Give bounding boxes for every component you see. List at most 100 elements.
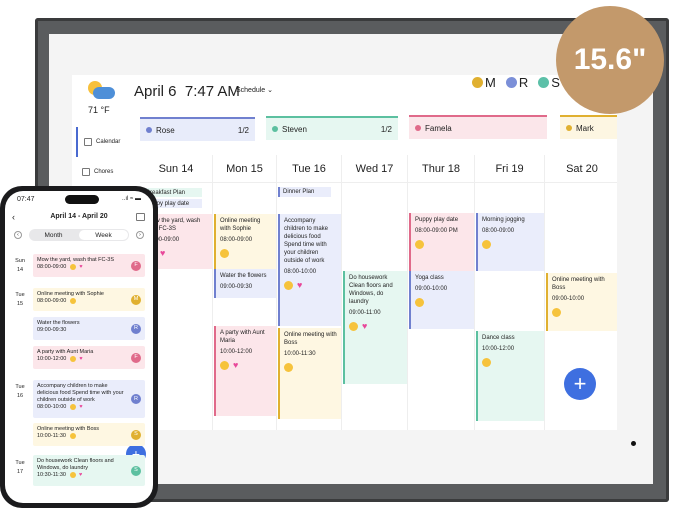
prev-week-button[interactable]: ‹ [14,231,22,239]
day-column [342,183,408,430]
avatar: F [131,260,141,271]
phone-event[interactable]: Online meeting with Boss 10:00-11:30 S [33,423,145,446]
event-icons [482,353,540,368]
current-datetime: April 6 7:47 AM [134,83,240,100]
member-card[interactable]: Steven 1/2 [266,116,398,140]
emoji-face-icon [482,239,491,250]
avatar: R [131,323,141,334]
event-title: Mow the yard, wash that FC-3S [147,218,201,232]
next-week-button[interactable]: › [136,231,144,239]
event-card[interactable]: Do housework Clean floors and Windows, d… [343,271,407,384]
event-card[interactable]: Yoga class 09:00-10:00 [409,271,474,329]
phone-event[interactable]: Water the flowers 09:00-09:30 R [33,317,145,340]
legend-item: S [538,75,560,90]
current-date: April 6 [134,83,177,100]
phone-event-title: Online meeting with Sophie [37,291,104,297]
event-card[interactable]: Online meeting with Boss 09:00-10:00 [546,273,617,331]
heart-icon: ♥ [233,360,239,370]
event-title: Dinner Plan [283,189,315,195]
phone-event[interactable]: Accompany children to make delicious foo… [33,380,145,418]
phone-event-title: Accompany children to make delicious foo… [37,383,124,403]
day-header: Mon 15 [213,155,277,183]
event-card[interactable]: Online meeting with Sophie 08:00-09:00 [214,214,276,269]
event-card[interactable]: Morning jogging 08:00-09:00 [476,213,544,271]
screen-size-badge: 15.6" [556,6,664,114]
camera-dot [631,441,636,446]
sidebar-item-label: Chores [94,169,114,175]
emoji-face-icon [482,357,491,368]
event-icons [415,293,470,308]
event-card[interactable]: Dinner Plan [278,187,331,197]
emoji-face-icon [415,297,424,308]
heart-icon: ♥ [79,264,83,271]
heart-icon: ♥ [79,356,83,363]
member-card[interactable]: Mark [560,115,617,139]
event-time: 08:00-09:00 [482,228,515,234]
event-title: Puppy play date [146,201,190,207]
sidebar-item-chores[interactable]: Chores [76,165,113,179]
phone-day-label: Tue 17 [15,460,25,475]
calendar-screen: 71 °F Calendar Chores April 6 7:47 AM Sc… [72,75,617,430]
event-icons [552,303,615,318]
heart-icon: ♥ [160,248,166,258]
heart-icon: ♥ [362,321,368,331]
back-icon[interactable]: ‹ [12,212,15,222]
event-time: 10:00-12:00 [220,349,253,355]
time-text: 08:00-10:00 [37,404,67,411]
event-title: Puppy play date [415,217,459,223]
member-card[interactable]: Famela [409,115,547,139]
view-dropdown[interactable]: Schedule ⌄ [236,86,273,94]
event-time: 09:00-11:00 [349,310,381,316]
tab-month[interactable]: Month [44,231,63,239]
phone-event-title: Online meeting with Boss [37,426,100,432]
time-text: 09:00-09:30 [37,327,67,333]
avatar: F [131,352,141,363]
event-time: 09:00-10:00 [552,296,585,302]
phone-event-time: 08:00-10:00 ♥ [37,404,141,411]
event-card[interactable]: Water the flowers 09:00-09:30 [214,269,276,298]
heart-icon: ♥ [78,472,83,479]
event-card[interactable]: A party with Aunt Maria 10:00-12:00 ♥ [214,326,276,416]
day-header: Tue 16 [277,155,342,183]
tab-week[interactable]: Week [79,230,128,240]
member-dot [415,125,421,131]
legend-dot [538,77,550,88]
phone-day-label: Tue 16 [15,384,25,399]
phone-day-label: Tue 15 [15,292,25,307]
calendar-icon[interactable] [136,213,145,221]
avatar: M [131,294,141,305]
event-title: Yoga class [415,275,444,281]
phone-event[interactable]: Online meeting with Sophie 08:00-09:00 M [33,288,145,311]
member-name: Famela [425,123,452,133]
event-title: Morning jogging [482,217,525,223]
event-card[interactable]: Online meeting with Boss 10:00-11:30 [278,328,341,419]
event-time: 08:00-09:00 [220,237,253,243]
emoji-face-icon [69,472,76,478]
phone-event[interactable]: Mow the yard, wash that FC-3S 08:00-09:00… [33,254,145,277]
chores-icon [82,168,90,176]
member-card[interactable]: Rose 1/2 [140,117,255,141]
phone-day-label: Sun 14 [15,258,25,273]
event-icons: ♥ [349,317,403,332]
phone-event[interactable]: A party with Aunt Maria 10:00-12:00 ♥ F [33,346,145,369]
day-column [408,183,475,430]
event-card[interactable]: Dance class 10:00-12:00 [476,331,544,421]
legend-dot [505,77,517,88]
sidebar-item-calendar[interactable]: Calendar [76,127,120,157]
calendar-icon [84,138,92,146]
member-name: Rose [156,125,175,135]
legend-item: R [505,75,528,90]
event-title: Online meeting with Sophie [220,218,261,232]
member-count: 1/2 [380,124,392,134]
event-card[interactable]: Puppy play date 08:00-09:00 PM [409,213,474,271]
temperature: 71 °F [88,105,110,115]
sidebar-item-label: Calendar [96,139,121,145]
event-card[interactable]: Accompany children to make delicious foo… [278,214,341,326]
phone-event[interactable]: Do housework Clean floors and Windows, d… [33,455,145,486]
add-event-button[interactable]: + [564,368,596,400]
member-bar: Rose 1/2 Steven 1/2 Famela Mark [140,115,617,143]
day-header: Fri 19 [475,155,545,183]
time-text: 08:00-09:00 [37,298,67,305]
time-text: 08:00-09:00 [37,264,67,271]
